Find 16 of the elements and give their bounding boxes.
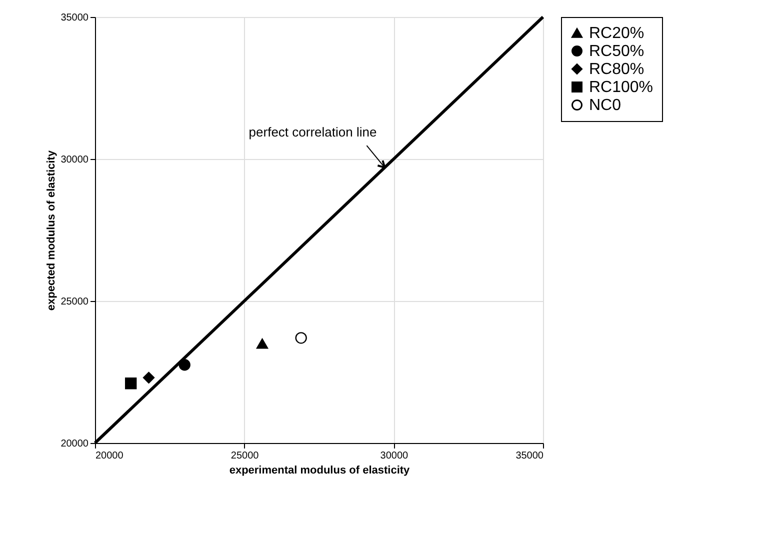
y-tick-label: 20000 (60, 438, 89, 450)
x-tick-label: 35000 (516, 450, 544, 462)
y-tick-label: 30000 (60, 154, 89, 166)
x-tick-label: 30000 (380, 450, 409, 462)
x-tick-label: 25000 (230, 450, 260, 462)
legend-label: RC20% (589, 25, 644, 42)
legend-label: RC100% (589, 79, 654, 96)
x-tick-label: 20000 (96, 450, 124, 462)
y-axis-title: expected modulus of elasticity (46, 150, 58, 311)
y-tick-label: 35000 (60, 12, 89, 24)
legend-label: RC80% (589, 61, 644, 78)
annotation: perfect correlation line (248, 124, 377, 140)
legend-label: NC0 (589, 97, 622, 114)
y-tick-label: 25000 (60, 296, 89, 308)
legend-label: RC50% (589, 43, 644, 60)
x-axis-title: experimental modulus of elasticity (229, 464, 411, 476)
